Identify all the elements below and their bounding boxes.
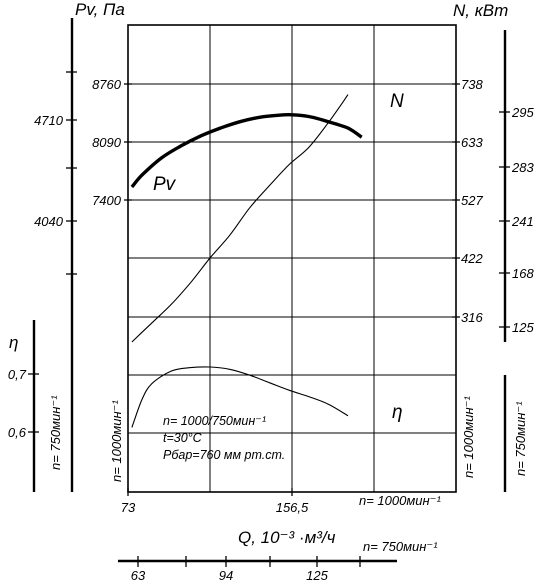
left-axis-n750: 4710 4040 Pv, Па [34,0,125,492]
flow-750-tick-label: 125 [306,568,328,582]
flow-rpm-label-1000: n= 1000мин⁻¹ [359,493,442,508]
flow-tick-label: 73 [121,500,136,515]
eta-curve-label: η [392,402,403,423]
bottom-axis-n750: 63 94 125 n= 750мин⁻¹ [118,539,438,582]
power-750-tick-label: 168 [512,266,534,281]
efficiency-tick-label: 0,7 [8,367,27,382]
pressure-axis-title: Pv, Па [75,0,125,19]
pressure-750-tick-label: 4040 [34,214,64,229]
flow-axis-title: Q, 10⁻³ ·м³/ч [238,528,336,547]
efficiency-rpm-label: n= 750мин⁻¹ [48,395,63,470]
bottom-axis-n1000: 73 156,5 n= 1000мин⁻¹ Q, 10⁻³ ·м³/ч [121,488,442,547]
power-750-tick-label: 295 [511,105,534,120]
power-axis-title: N, кВт [453,1,508,20]
flow-750-tick-label: 94 [219,568,233,582]
efficiency-axis: η 0,7 0,6 n= 750мин⁻¹ n= 1000мин⁻¹ [8,320,124,492]
pressure-750-tick-label: 4710 [34,113,64,128]
right-axis-n750: 295 283 241 168 125 n= 750мин⁻¹ N, кВт [453,1,534,492]
power-tick-label: 738 [461,77,483,92]
pv-curve-label: Pv [153,174,177,195]
eta-curve [131,366,349,428]
right-axis-n1000: 738 633 527 422 316 n= 1000мин⁻¹ [452,77,483,478]
flow-750-tick-label: 63 [131,568,146,582]
power-750-tick-label: 125 [512,320,534,335]
n-curve-label: N [390,91,404,112]
pressure-annotation: Pбар=760 мм рт.ст. [163,448,285,462]
n-curve [131,94,349,343]
power-tick-label: 527 [461,193,483,208]
pv-curve [130,113,363,189]
power-tick-label: 316 [461,310,483,325]
left-inner-rpm-label: n= 1000мин⁻¹ [109,399,124,482]
right-outer-rpm-label: n= 750мин⁻¹ [513,401,528,476]
flow-rpm-label-750: n= 750мин⁻¹ [363,539,438,554]
pressure-tick-label: 8090 [92,135,122,150]
right-inner-rpm-label: n= 1000мин⁻¹ [461,395,476,478]
operating-conditions: n= 1000/750мин⁻¹ t=30°C Pбар=760 мм рт.с… [163,414,285,462]
power-750-tick-label: 283 [511,160,534,175]
power-750-tick-label: 241 [511,214,534,229]
speed-annotation: n= 1000/750мин⁻¹ [163,414,266,428]
efficiency-axis-title: η [9,333,18,352]
power-tick-label: 422 [461,251,483,266]
pressure-tick-label: 7400 [92,193,122,208]
pressure-tick-label: 8760 [92,77,122,92]
left-axis-n1000: 8760 8090 7400 [92,77,132,208]
power-tick-label: 633 [461,135,483,150]
efficiency-tick-label: 0,6 [8,425,27,440]
temperature-annotation: t=30°C [163,431,203,445]
flow-tick-label: 156,5 [276,500,309,515]
